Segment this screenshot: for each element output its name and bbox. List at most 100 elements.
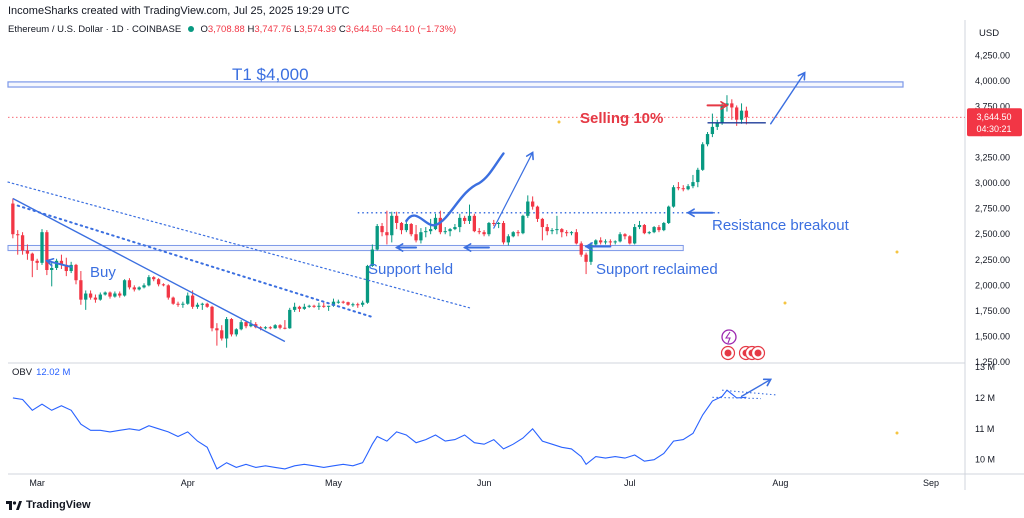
candle bbox=[390, 211, 394, 243]
candle-body bbox=[686, 186, 690, 190]
candle-body bbox=[526, 201, 530, 216]
candle-body bbox=[215, 328, 219, 331]
us-flag-core-icon bbox=[724, 349, 732, 357]
buy-arrow-head bbox=[45, 257, 55, 267]
candle bbox=[647, 231, 651, 235]
candle-body bbox=[710, 126, 715, 135]
candle-body bbox=[579, 243, 583, 255]
candle bbox=[599, 237, 603, 245]
candle bbox=[472, 213, 477, 233]
candle-body bbox=[482, 232, 486, 235]
dividend-dot-icon bbox=[895, 250, 899, 254]
candle bbox=[25, 244, 30, 260]
candle-body bbox=[16, 234, 20, 236]
candle bbox=[326, 305, 331, 311]
candle bbox=[244, 321, 248, 329]
obv-legend: OBV 12.02 M bbox=[12, 367, 70, 378]
price-tick-label: 3,250.00 bbox=[975, 153, 1010, 163]
candle bbox=[200, 302, 204, 310]
time-tick-label: Mar bbox=[29, 478, 45, 488]
candle-body bbox=[307, 305, 311, 307]
time-axis[interactable]: Mar Apr May Jun Jul Aug Sep bbox=[29, 478, 939, 488]
resistance-label: Resistance breakout bbox=[712, 217, 850, 234]
candle-body bbox=[346, 302, 350, 305]
candle bbox=[686, 184, 690, 191]
candle bbox=[477, 228, 481, 235]
candle-body bbox=[477, 231, 481, 233]
candle bbox=[108, 291, 112, 299]
candle-body bbox=[156, 279, 161, 285]
candle bbox=[705, 132, 710, 147]
obv-tick-label: 10 M bbox=[975, 455, 995, 465]
dividend-dot-icon bbox=[783, 301, 787, 305]
candle-body bbox=[113, 293, 117, 297]
candle bbox=[671, 185, 676, 208]
open-value: 3,708.88 bbox=[207, 24, 245, 35]
price-tick-label: 2,750.00 bbox=[975, 204, 1010, 214]
dividend-dot-icon bbox=[895, 431, 899, 435]
candle bbox=[526, 195, 530, 218]
candle bbox=[744, 106, 749, 125]
candle bbox=[667, 205, 671, 224]
candle bbox=[467, 204, 472, 224]
candle bbox=[283, 320, 287, 330]
price-tick-label: 2,250.00 bbox=[975, 255, 1010, 265]
candle bbox=[113, 291, 117, 298]
candle bbox=[239, 320, 243, 331]
resistance-breakout-arrow-head bbox=[686, 208, 695, 218]
candle bbox=[662, 221, 666, 232]
candle bbox=[88, 290, 93, 300]
candle-body bbox=[244, 322, 248, 327]
candle bbox=[385, 210, 389, 245]
chart-credit: IncomeSharks created with TradingView.co… bbox=[8, 5, 350, 17]
candle-body bbox=[458, 217, 462, 228]
close-value: 3,644.50 bbox=[345, 24, 383, 35]
us-flag-core-icon bbox=[754, 349, 762, 357]
candle bbox=[288, 307, 292, 329]
candle-body bbox=[224, 319, 229, 339]
tradingview-brand[interactable]: TradingView bbox=[6, 499, 91, 511]
candle bbox=[98, 292, 102, 301]
candle bbox=[45, 230, 49, 276]
candle bbox=[118, 291, 122, 298]
candle bbox=[210, 305, 214, 332]
candle-body bbox=[657, 227, 661, 231]
candle-body bbox=[642, 225, 647, 234]
candle bbox=[696, 167, 700, 188]
candle-body bbox=[472, 215, 477, 232]
target-arrow-shaft bbox=[769, 72, 806, 125]
candle-body bbox=[59, 260, 64, 265]
obv-line bbox=[12, 389, 747, 470]
candle-body bbox=[744, 110, 749, 118]
candle bbox=[11, 198, 15, 239]
candle-body bbox=[530, 201, 535, 207]
candle bbox=[186, 292, 190, 305]
candle-body bbox=[93, 297, 98, 300]
candle-body bbox=[448, 229, 452, 232]
candle-body bbox=[696, 169, 700, 183]
candle bbox=[603, 239, 608, 245]
price-tick-label: 3,000.00 bbox=[975, 178, 1010, 188]
low-value: 3,574.39 bbox=[299, 24, 337, 35]
candle-body bbox=[603, 241, 608, 243]
candle-body bbox=[394, 215, 399, 223]
candle-body bbox=[681, 188, 685, 190]
candle bbox=[268, 326, 272, 330]
candle bbox=[322, 302, 326, 308]
candle bbox=[657, 225, 661, 233]
pane-separator bbox=[8, 20, 1024, 490]
candle-body bbox=[40, 232, 44, 263]
candle bbox=[64, 257, 68, 277]
candle-body bbox=[637, 225, 642, 228]
price-tick-label: 4,250.00 bbox=[975, 50, 1010, 60]
candle-body bbox=[555, 229, 559, 231]
currency-label[interactable]: USD bbox=[979, 28, 1000, 39]
obv-layer bbox=[12, 389, 747, 470]
candle bbox=[297, 305, 302, 312]
candle-body bbox=[195, 304, 200, 307]
price-axis[interactable]: 4,250.004,000.003,750.003,500.003,250.00… bbox=[975, 50, 1010, 367]
candles-layer bbox=[11, 95, 749, 348]
candle bbox=[137, 286, 141, 291]
candle-body bbox=[239, 322, 243, 330]
